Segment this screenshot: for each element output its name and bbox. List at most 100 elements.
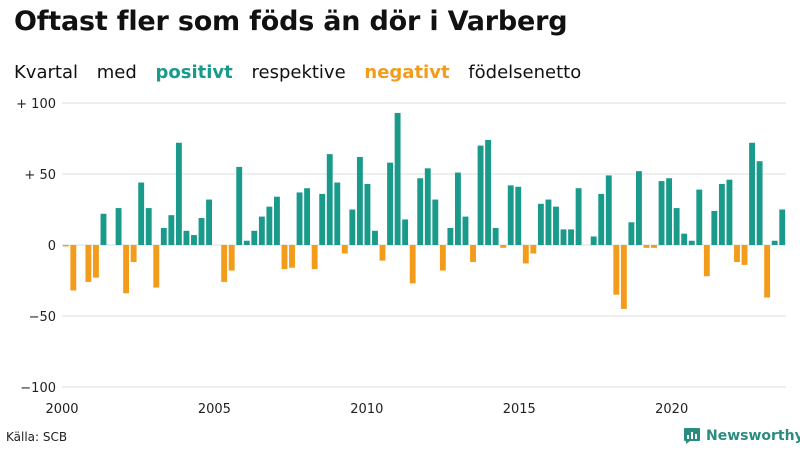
bar-positive [485, 139, 492, 245]
bar-positive [636, 171, 642, 245]
bar-negative [221, 245, 228, 282]
bar-positive [175, 142, 182, 245]
bar-positive [266, 206, 273, 245]
bar-positive [387, 162, 393, 245]
bar-negative [311, 245, 318, 270]
bar-negative [123, 245, 130, 294]
bar-positive [372, 230, 378, 245]
bar-negative [93, 245, 99, 278]
bar-positive [553, 206, 559, 245]
bar-negative [130, 245, 137, 263]
subtitle-word: födelsenetto [468, 62, 582, 83]
bar-positive [726, 179, 733, 245]
bar-positive [455, 172, 461, 245]
bar-positive [718, 183, 725, 245]
bar-negative [62, 245, 69, 247]
bar-positive [507, 185, 514, 245]
bar-positive [447, 227, 454, 245]
bar-positive [417, 178, 424, 245]
bar-positive [334, 182, 341, 245]
bar-positive [326, 154, 333, 245]
bar-negative [70, 245, 77, 291]
bar-positive [183, 230, 190, 245]
bar-positive [492, 227, 499, 245]
legend-positive: positivt [155, 62, 233, 83]
source-note: Källa: SCB [6, 430, 68, 444]
x-tick-label: 2010 [350, 402, 383, 417]
y-tick-label: 0 [48, 239, 56, 254]
bar-negative [409, 245, 416, 284]
bar-positive [160, 227, 167, 245]
bar-positive [462, 216, 469, 245]
newsworthy-icon [684, 428, 700, 444]
bar-negative [228, 245, 235, 271]
bar-positive [598, 193, 605, 245]
bar-positive [749, 142, 755, 245]
x-tick-label: 2020 [655, 402, 688, 417]
bar-negative [500, 245, 507, 248]
y-tick-label: + 50 [24, 168, 56, 183]
bar-negative [703, 245, 710, 277]
bar-positive [296, 192, 303, 245]
bar-negative [530, 245, 537, 254]
bar-positive [545, 199, 552, 245]
bar-positive [100, 213, 107, 245]
bar-negative [470, 245, 476, 263]
bar-positive [258, 216, 265, 245]
legend-negative: negativt [364, 62, 450, 83]
bar-positive [756, 161, 763, 245]
bar-positive [138, 182, 145, 245]
bar-positive [198, 218, 205, 245]
bar-positive [568, 229, 574, 245]
bar-negative [764, 245, 771, 298]
bar-positive [590, 236, 597, 245]
brand-name: Newsworthy [706, 428, 800, 444]
bar-positive [673, 208, 680, 245]
bar-positive [168, 215, 175, 245]
bar-positive [779, 209, 786, 245]
bar-positive [711, 210, 718, 245]
bar-negative [643, 245, 650, 248]
bar-positive [115, 208, 122, 245]
bar-positive [402, 219, 409, 245]
bar-negative [439, 245, 446, 271]
subtitle-word: med [96, 62, 137, 83]
bar-positive [696, 189, 703, 245]
x-tick-label: 2015 [503, 402, 536, 417]
bar-positive [688, 240, 695, 245]
bar-positive [304, 188, 311, 245]
bar-positive [681, 233, 688, 245]
bar-negative [153, 245, 160, 288]
bar-positive [605, 175, 612, 245]
subtitle-word: respektive [251, 62, 346, 83]
brand-logo: Newsworthy [683, 427, 800, 445]
bar-positive [537, 203, 544, 245]
bar-negative [741, 245, 748, 265]
bar-negative [379, 245, 386, 261]
bar-positive [145, 208, 152, 245]
bar-negative [341, 245, 348, 254]
bar-positive [356, 156, 363, 245]
bar-negative [734, 245, 740, 263]
x-tick-label: 2000 [45, 402, 78, 417]
chart-subtitle: Kvartal med positivt respektive negativt… [14, 62, 594, 83]
bar-positive [243, 240, 250, 245]
bar-positive [658, 181, 665, 245]
bar-negative [613, 245, 620, 295]
bar-positive [251, 230, 258, 245]
bar-negative [620, 245, 627, 309]
bar-positive [236, 166, 243, 245]
bar-positive [432, 199, 439, 245]
bar-positive [424, 168, 431, 245]
y-tick-label: −100 [20, 381, 56, 396]
bar-positive [349, 209, 356, 245]
y-tick-label: + 100 [16, 97, 56, 112]
subtitle-word: Kvartal [14, 62, 78, 83]
bar-negative [651, 245, 657, 248]
bar-negative [85, 245, 92, 282]
bar-positive [771, 240, 778, 245]
bar-negative [522, 245, 529, 264]
bar-positive [364, 183, 371, 245]
bar-negative [281, 245, 288, 270]
